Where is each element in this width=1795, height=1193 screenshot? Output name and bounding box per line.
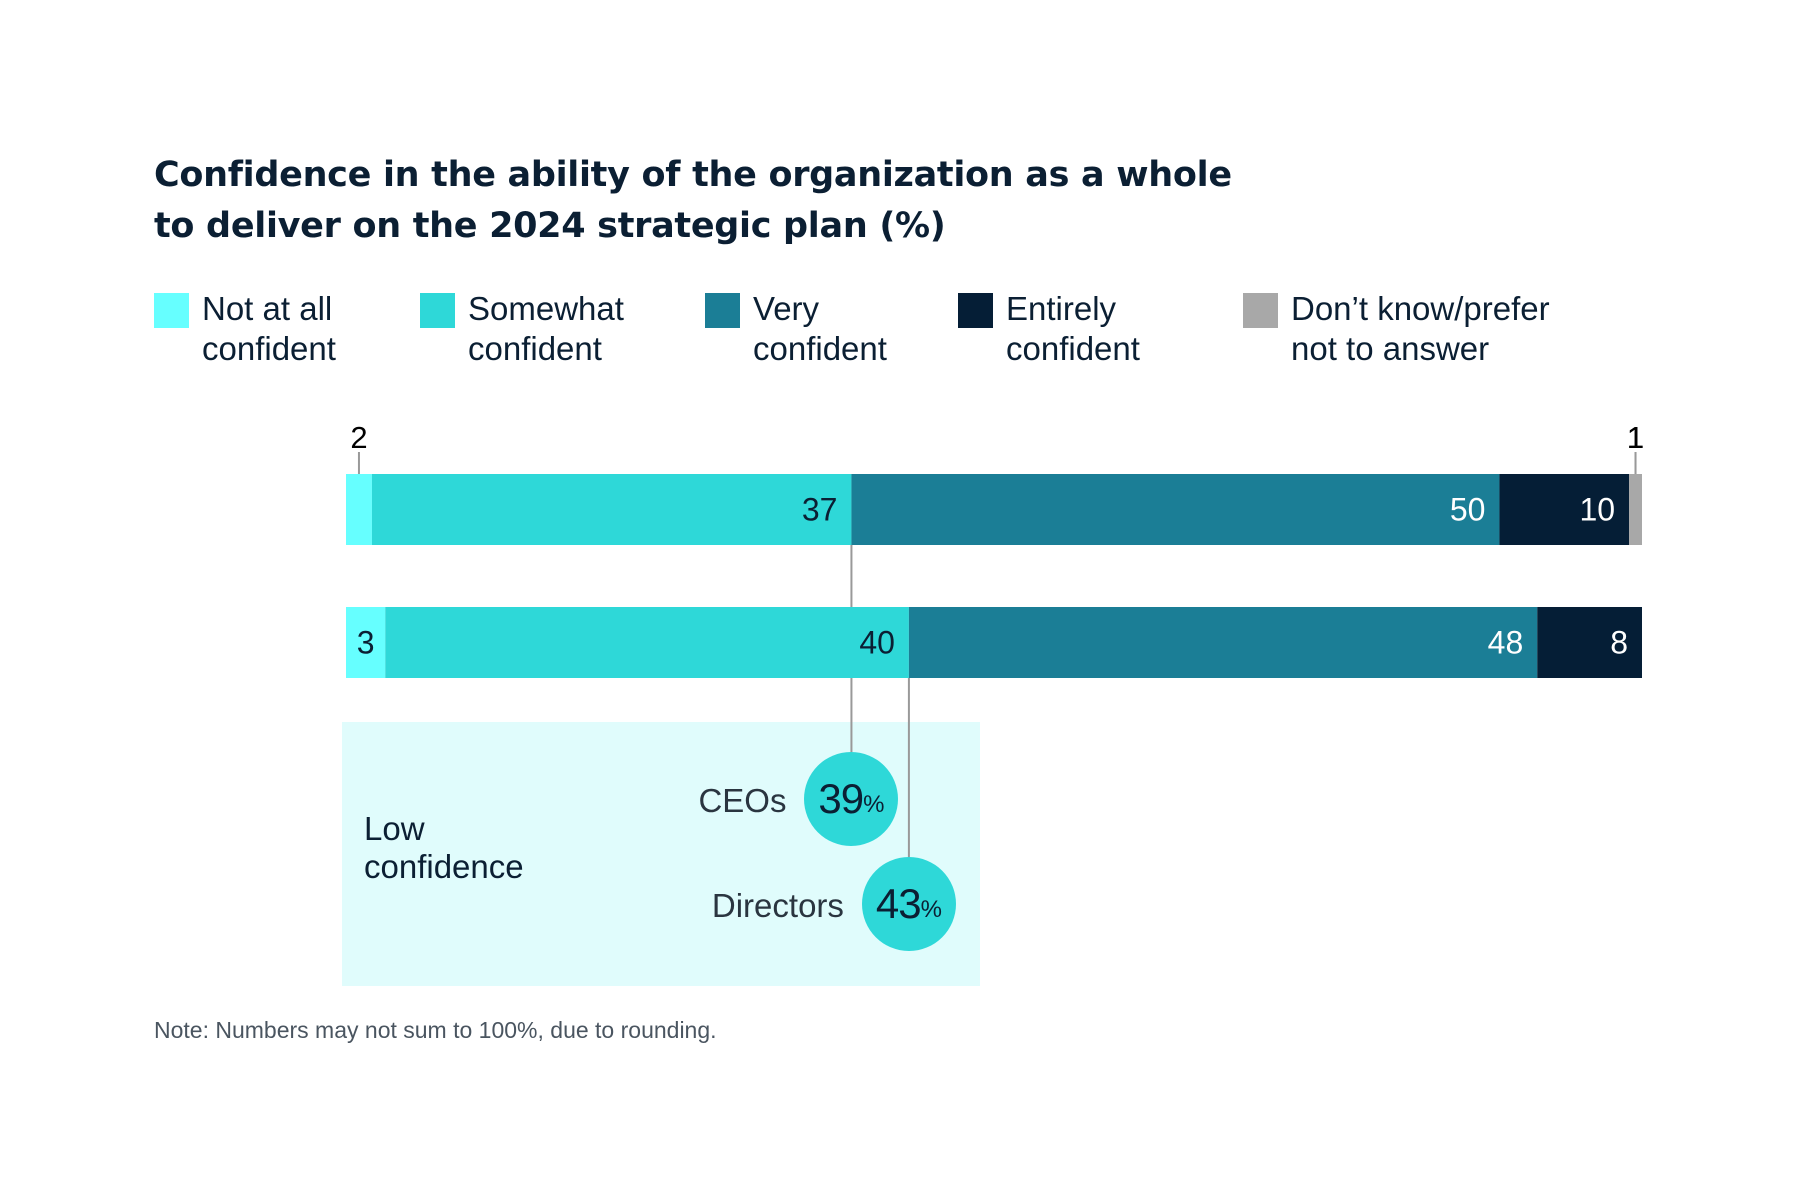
bubble-unit: % <box>920 896 942 923</box>
legend-label-line1: Don’t know/prefer <box>1291 290 1550 327</box>
data-label: 1 <box>1627 420 1644 455</box>
low-confidence-label: Low confidence <box>364 810 524 886</box>
chart-title: Confidence in the ability of the organiz… <box>154 150 1254 252</box>
legend-swatch <box>958 293 993 328</box>
bubble-unit: % <box>863 791 885 818</box>
bar-segment <box>1629 474 1642 545</box>
legend-swatch <box>705 293 740 328</box>
legend-swatch <box>420 293 455 328</box>
data-label: 48 <box>1488 625 1524 661</box>
bar-segment <box>346 474 372 545</box>
group-label-directors: Directors <box>711 887 844 924</box>
data-label: 3 <box>357 625 375 661</box>
bubble-ceos: 39% <box>804 752 899 846</box>
legend-swatch <box>1243 293 1278 328</box>
chart-title-line2: to deliver on the 2024 strategic plan (%… <box>154 206 946 246</box>
bar-segment <box>385 607 909 678</box>
legend-label-line2: not to answer <box>1291 330 1490 367</box>
legend-label-line2: confident <box>468 330 602 367</box>
bar-segment <box>371 474 852 545</box>
bar-segment <box>1537 607 1642 678</box>
footnote: Note: Numbers may not sum to 100%, due t… <box>154 1017 717 1043</box>
legend-label-line1: Not at all <box>202 290 333 327</box>
chart-title-line1: Confidence in the ability of the organiz… <box>154 155 1232 195</box>
bar-segment <box>1499 474 1630 545</box>
bar-segment <box>346 607 386 678</box>
bar-segment <box>908 607 1538 678</box>
legend-label-line2: confident <box>202 330 336 367</box>
legend-label-line2: confident <box>753 330 887 367</box>
data-label: 40 <box>859 625 895 661</box>
data-label: 2 <box>350 420 367 455</box>
bar-segment <box>851 474 1500 545</box>
data-label: 10 <box>1579 492 1615 528</box>
low-confidence-label-line1: Low <box>364 810 425 847</box>
data-label: 1 <box>1627 420 1644 455</box>
bubble-value: 39 <box>818 775 864 822</box>
low-confidence-label-line2: confidence <box>364 848 524 885</box>
legend-label-line1: Somewhat <box>468 290 624 327</box>
bubble-directors: 43% <box>861 857 956 951</box>
data-label: 8 <box>1610 625 1628 661</box>
bubble-value: 43 <box>875 880 922 927</box>
legend-swatch <box>154 293 189 328</box>
data-label: 50 <box>1450 492 1486 528</box>
group-label-ceos: CEOs <box>698 782 787 819</box>
data-label: 37 <box>802 492 838 528</box>
legend-label-line1: Very <box>753 290 820 327</box>
legend-label-line1: Entirely <box>1006 290 1117 327</box>
legend-label-line2: confident <box>1006 330 1140 367</box>
